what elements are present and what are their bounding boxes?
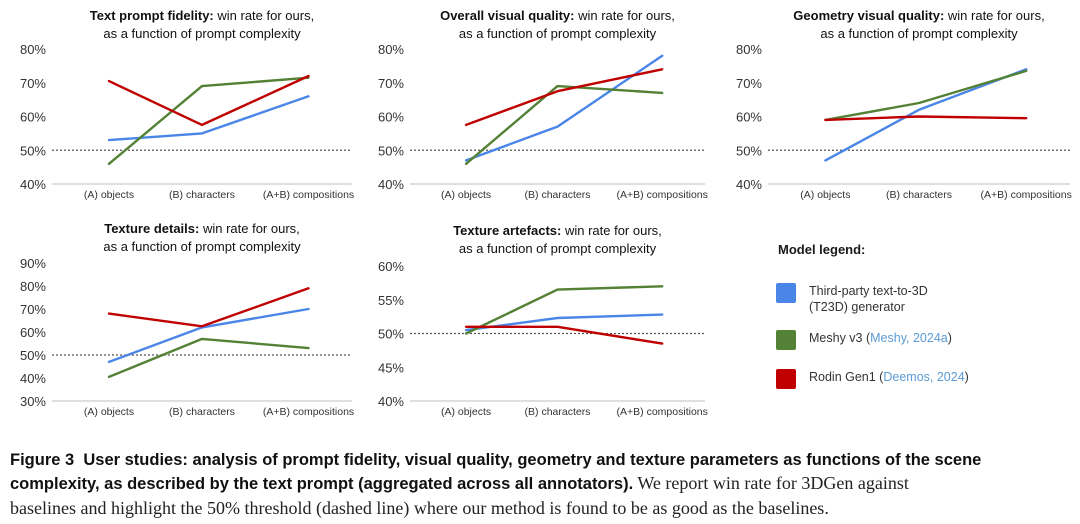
chart-1-title-line2: as a function of prompt complexity: [459, 26, 657, 41]
chart-2-ytick-0: 40%: [736, 177, 762, 192]
figure-caption: Figure 3 User studies: analysis of promp…: [10, 448, 1072, 520]
chart-3-title-line2: as a function of prompt complexity: [103, 239, 301, 254]
chart-0-title-rest: win rate for ours,: [214, 8, 314, 23]
chart-3-ytick-2: 50%: [20, 348, 46, 363]
chart-2-title-bold: Geometry visual quality:: [793, 8, 944, 23]
chart-4-title-bold: Texture artefacts:: [453, 223, 561, 238]
chart-2-ytick-3: 70%: [736, 76, 762, 91]
chart-2-xtick-0: (A) objects: [800, 189, 850, 201]
legend-label-t23d-line2: (T23D) generator: [809, 300, 905, 314]
chart-4-title: Texture artefacts: win rate for ours,: [453, 223, 662, 238]
chart-3-ytick-0: 30%: [20, 394, 46, 409]
chart-2-title-line2: as a function of prompt complexity: [820, 26, 1018, 41]
chart-3-ytick-4: 70%: [20, 302, 46, 317]
chart-3-ytick-1: 40%: [20, 371, 46, 386]
chart-0-title: Text prompt fidelity: win rate for ours,: [90, 8, 314, 23]
legend-item-meshy: Meshy v3 (Meshy, 2024a): [776, 330, 952, 350]
legend-label-meshy: Meshy v3 (: [809, 331, 871, 345]
caption-text-2: baselines and highlight the 50% threshol…: [10, 498, 829, 518]
chart-1-xtick-1: (B) characters: [525, 189, 591, 201]
chart-4-xtick-0: (A) objects: [441, 406, 491, 418]
chart-0-title-line2: as a function of prompt complexity: [103, 26, 301, 41]
chart-4-ytick-4: 60%: [378, 259, 404, 274]
chart-1-ytick-4: 80%: [378, 42, 404, 57]
chart-4-ytick-1: 45%: [378, 360, 404, 375]
legend-swatch-rodin: [776, 369, 796, 389]
chart-0-ytick-0: 40%: [20, 177, 46, 192]
chart-1-title: Overall visual quality: win rate for our…: [440, 8, 675, 23]
chart-2-xtick-1: (B) characters: [886, 189, 952, 201]
chart-4-ytick-2: 50%: [378, 327, 404, 342]
legend-cite-meshy[interactable]: Meshy, 2024a: [870, 331, 948, 345]
caption-label: Figure 3: [10, 451, 75, 469]
chart-3-xtick-2: (A+B) compositions: [263, 406, 354, 418]
legend-swatch-t23d: [776, 283, 796, 303]
chart-3-ytick-3: 60%: [20, 325, 46, 340]
chart-4-title-line2: as a function of prompt complexity: [459, 241, 657, 256]
chart-3-series-2-line: [107, 287, 310, 328]
chart-3-title: Texture details: win rate for ours,: [104, 221, 300, 236]
chart-0-ytick-3: 70%: [20, 76, 46, 91]
chart-3-xtick-0: (A) objects: [84, 406, 134, 418]
chart-0-series-0-line: [107, 95, 310, 142]
legend-swatch-meshy: [776, 330, 796, 350]
chart-2-series-1-line: [824, 69, 1028, 122]
legend-heading: Model legend:: [778, 242, 866, 257]
chart-0-xtick-0: (A) objects: [84, 189, 134, 201]
chart-2-series-2-line: [824, 115, 1028, 122]
caption-text-1: We report win rate for 3DGen against: [633, 473, 909, 493]
chart-2-xtick-2: (A+B) compositions: [981, 189, 1072, 201]
chart-1-ytick-1: 50%: [378, 143, 404, 158]
chart-3-title-rest: win rate for ours,: [199, 221, 299, 236]
chart-1-ytick-3: 70%: [378, 76, 404, 91]
legend-item-t23d: Third-party text-to-3D (T23D) generator: [776, 283, 928, 315]
caption-bold-text: User studies: analysis of prompt fidelit…: [10, 451, 982, 493]
chart-1-xtick-0: (A) objects: [441, 189, 491, 201]
chart-3-title-bold: Texture details:: [104, 221, 199, 236]
chart-0-title-bold: Text prompt fidelity:: [90, 8, 214, 23]
chart-3-series-1-line: [107, 337, 310, 379]
chart-1-title-bold: Overall visual quality:: [440, 8, 574, 23]
chart-3-ytick-6: 90%: [20, 256, 46, 271]
chart-2-ytick-4: 80%: [736, 42, 762, 57]
chart-1-ytick-0: 40%: [378, 177, 404, 192]
chart-2-title: Geometry visual quality: win rate for ou…: [793, 8, 1044, 23]
legend-item-rodin: Rodin Gen1 (Deemos, 2024): [776, 369, 969, 389]
chart-0-ytick-4: 80%: [20, 42, 46, 57]
chart-4-ytick-3: 55%: [378, 293, 404, 308]
legend-label-t23d-line1: Third-party text-to-3D: [809, 284, 928, 298]
chart-4-series-2-line: [464, 325, 664, 345]
chart-1-title-rest: win rate for ours,: [574, 8, 674, 23]
chart-1-series-0-line: [464, 54, 664, 162]
chart-2-title-rest: win rate for ours,: [944, 8, 1044, 23]
legend-label-rodin: Rodin Gen1 (: [809, 370, 884, 384]
chart-0-xtick-1: (B) characters: [169, 189, 235, 201]
chart-1-series-2-line: [464, 68, 664, 127]
chart-0-series-1-line: [107, 76, 310, 166]
chart-4-xtick-2: (A+B) compositions: [617, 406, 708, 418]
chart-0-ytick-2: 60%: [20, 110, 46, 125]
chart-2-ytick-2: 60%: [736, 110, 762, 125]
legend-cite-rodin[interactable]: Deemos, 2024: [883, 370, 965, 384]
chart-4-xtick-1: (B) characters: [525, 406, 591, 418]
chart-3-xtick-1: (B) characters: [169, 406, 235, 418]
chart-4-ytick-0: 40%: [378, 394, 404, 409]
chart-1-ytick-2: 60%: [378, 110, 404, 125]
chart-3-ytick-5: 80%: [20, 279, 46, 294]
chart-1-series-1-line: [464, 84, 664, 166]
chart-0-series-2-line: [107, 74, 310, 127]
chart-0-xtick-2: (A+B) compositions: [263, 189, 354, 201]
chart-2-ytick-1: 50%: [736, 143, 762, 158]
chart-4-title-rest: win rate for ours,: [561, 223, 661, 238]
chart-4-series-1-line: [464, 285, 664, 335]
chart-1-xtick-2: (A+B) compositions: [617, 189, 708, 201]
chart-0-ytick-1: 50%: [20, 143, 46, 158]
charts-canvas: Text prompt fidelity: win rate for ours,…: [20, 8, 1072, 418]
